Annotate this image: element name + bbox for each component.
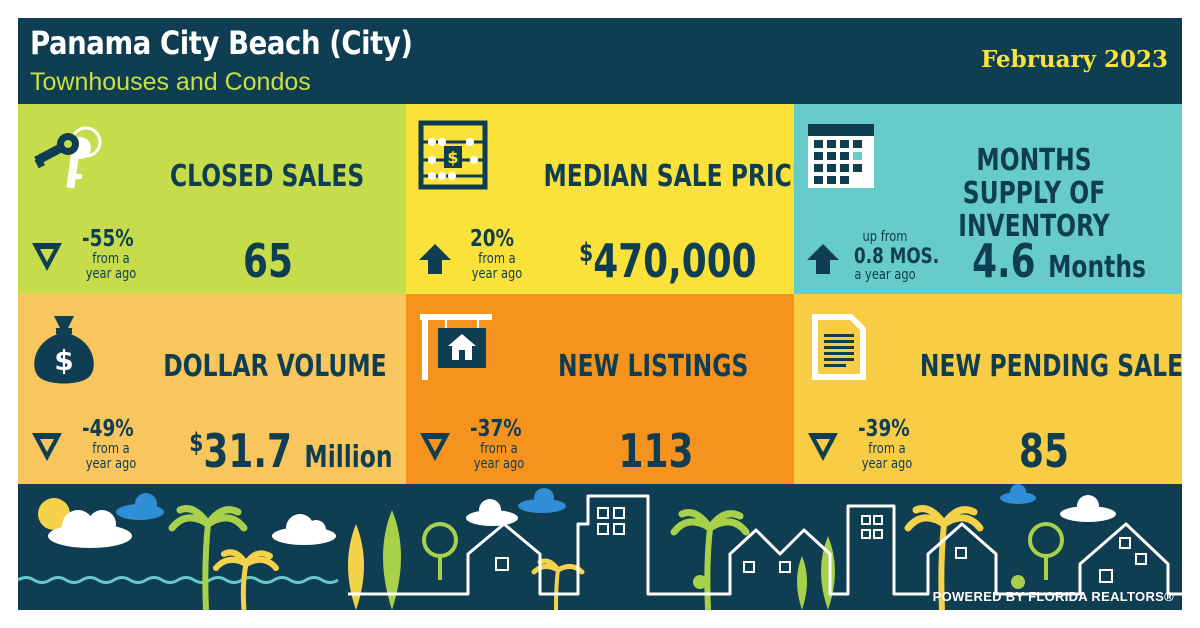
tree-icon	[797, 556, 807, 610]
metric-value: 4.6 Months	[972, 234, 1146, 288]
metric-value: 65	[243, 234, 293, 288]
sun-icon	[38, 498, 70, 530]
tile-title: DOLLAR VOLUME	[163, 349, 387, 384]
palm-tree-icon	[670, 509, 750, 610]
tile-title: MEDIAN SALE PRICE	[543, 159, 795, 194]
change-note: a year ago	[854, 267, 916, 283]
change-value: 0.8 MOS.	[854, 244, 940, 268]
skyline-illustration	[18, 484, 1182, 610]
change-note: from a year ago	[85, 441, 137, 472]
tile-title: NEW LISTINGS	[558, 349, 749, 384]
arrow-down-icon	[32, 243, 62, 271]
tile-median-sale-price: $ MEDIAN SALE PRICE 20% from a year ago $…	[406, 104, 794, 294]
page-subtitle: Townhouses and Condos	[30, 68, 311, 96]
tile-title: NEW PENDING SALES	[919, 349, 1182, 384]
header: Panama City Beach (City) Townhouses and …	[18, 18, 1182, 104]
change-note: from a year ago	[85, 251, 137, 282]
tree-icon	[383, 510, 401, 610]
palm-tree-icon	[531, 558, 585, 610]
change-percent: -37%	[470, 416, 522, 442]
beach-town-illustration: POWERED BY FLORIDA REALTORS®	[18, 484, 1182, 610]
metric-value: 85	[1019, 424, 1069, 478]
cloud-icon	[1060, 495, 1116, 522]
tile-closed-sales: CLOSED SALES -55% from a year ago 65	[18, 104, 406, 294]
palm-tree-icon	[904, 505, 984, 610]
cloud-icon	[1000, 484, 1036, 504]
change-note: from a year ago	[473, 441, 525, 472]
metric-value: $470,000	[579, 234, 757, 288]
powered-by: POWERED BY FLORIDA REALTORS®	[932, 589, 1174, 604]
tile-dollar-volume: $ DOLLAR VOLUME -49% from a year ago $31.…	[18, 294, 406, 484]
arrow-down-icon	[420, 433, 450, 461]
tree-icon	[1028, 522, 1064, 580]
cloud-icon	[466, 499, 518, 526]
change-percent: -49%	[82, 416, 134, 442]
arrow-up-icon	[419, 244, 451, 274]
tile-months-supply: MONTHS SUPPLY OF INVENTORY up from 0.8 MO…	[794, 104, 1182, 294]
tile-title: CLOSED SALES	[170, 159, 365, 194]
tree-icon	[422, 522, 458, 580]
arrow-down-icon	[32, 433, 62, 461]
cloud-icon	[272, 514, 336, 545]
shrub-icon	[693, 575, 707, 589]
change-percent: -55%	[82, 226, 134, 252]
tile-new-pending-sales: NEW PENDING SALES -39% from a year ago 85	[794, 294, 1182, 484]
tile-new-listings: NEW LISTINGS -37% from a year ago 113	[406, 294, 794, 484]
tree-icon	[348, 524, 364, 610]
money-bag-icon: $	[34, 316, 94, 384]
currency-symbol: $	[189, 428, 204, 458]
change-note: from a year ago	[471, 251, 523, 282]
change-percent: 20%	[470, 226, 515, 252]
calendar-icon	[808, 124, 874, 188]
metric-value: 113	[618, 424, 694, 478]
change-note: from a year ago	[861, 441, 913, 472]
change-percent: -39%	[858, 416, 910, 442]
change-note-top: up from	[862, 229, 908, 245]
house-sign-icon	[420, 314, 492, 380]
arrow-down-icon	[808, 433, 838, 461]
infographic: Panama City Beach (City) Townhouses and …	[18, 18, 1182, 610]
cloud-icon	[518, 488, 566, 513]
metric-value: $31.7 Million	[189, 424, 393, 478]
palm-tree-icon	[168, 505, 248, 610]
window-icons	[495, 507, 1147, 583]
palm-tree-icon	[213, 549, 279, 610]
svg-text:$: $	[447, 148, 458, 167]
buildings-outline	[348, 494, 1182, 596]
abacus-icon: $	[418, 120, 488, 190]
keys-icon	[34, 126, 102, 189]
document-icon	[812, 314, 866, 380]
svg-text:$: $	[54, 344, 73, 377]
cloud-icon	[116, 493, 164, 520]
currency-symbol: $	[579, 238, 594, 268]
page-title: Panama City Beach (City)	[30, 24, 413, 62]
shrub-icon	[1011, 575, 1025, 589]
arrow-up-icon	[807, 244, 839, 274]
cloud-icon	[48, 510, 132, 548]
report-date: February 2023	[980, 46, 1168, 73]
tile-title: MONTHS SUPPLY OF INVENTORY	[958, 143, 1110, 244]
